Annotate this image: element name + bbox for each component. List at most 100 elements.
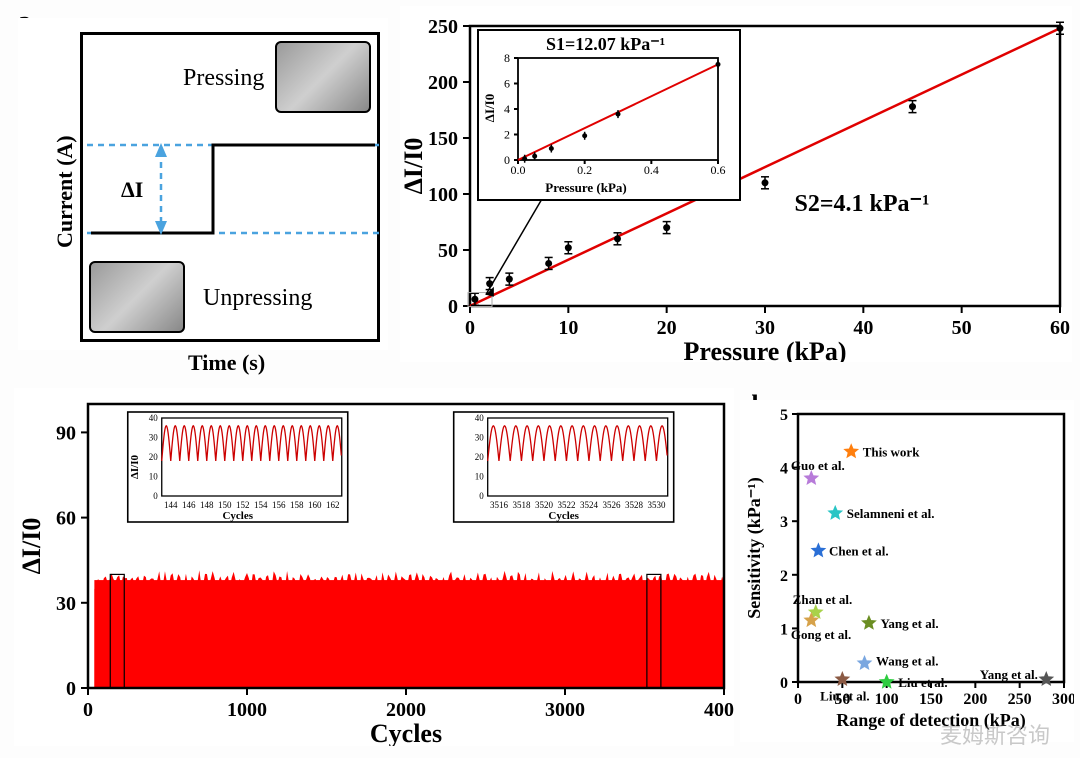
pressing-text: Pressing — [183, 65, 264, 92]
panel-a: ΔI Pressing Unpressing Current (A) Time … — [18, 18, 388, 350]
svg-text:30: 30 — [56, 593, 76, 615]
svg-text:250: 250 — [1008, 691, 1032, 708]
svg-text:250: 250 — [428, 16, 458, 38]
svg-text:300: 300 — [1052, 691, 1074, 708]
svg-text:3524: 3524 — [580, 500, 599, 510]
svg-text:40: 40 — [149, 413, 159, 423]
svg-text:ΔI/I0: ΔI/I0 — [129, 454, 141, 479]
svg-text:0: 0 — [448, 296, 458, 318]
svg-text:2: 2 — [504, 128, 510, 142]
svg-text:0: 0 — [153, 491, 158, 501]
svg-text:6: 6 — [504, 77, 510, 91]
svg-text:Cycles: Cycles — [370, 719, 442, 746]
svg-text:3518: 3518 — [512, 500, 531, 510]
svg-text:150: 150 — [919, 691, 943, 708]
svg-text:0: 0 — [66, 678, 76, 700]
svg-text:10: 10 — [558, 317, 578, 339]
svg-text:3528: 3528 — [625, 500, 644, 510]
svg-text:10: 10 — [475, 472, 485, 482]
panel-b: 0102030405060050100150200250Pressure (kP… — [400, 6, 1072, 362]
panel-c: 010002000300040000306090CyclesΔI/I014414… — [14, 388, 734, 746]
svg-text:ΔI/I0: ΔI/I0 — [482, 94, 497, 122]
svg-text:152: 152 — [236, 500, 250, 510]
svg-text:50: 50 — [952, 317, 972, 339]
svg-text:0: 0 — [780, 675, 788, 692]
svg-text:3530: 3530 — [647, 500, 666, 510]
svg-text:S2=4.1 kPa⁻¹: S2=4.1 kPa⁻¹ — [795, 191, 930, 217]
svg-text:20: 20 — [475, 452, 485, 462]
svg-text:Cycles: Cycles — [548, 510, 579, 522]
svg-text:Selamneni et al.: Selamneni et al. — [847, 506, 935, 521]
svg-text:0: 0 — [465, 317, 475, 339]
svg-text:0.0: 0.0 — [511, 163, 526, 177]
svg-text:30: 30 — [149, 433, 159, 443]
svg-text:3000: 3000 — [545, 699, 585, 721]
svg-text:3520: 3520 — [535, 500, 554, 510]
svg-text:3: 3 — [780, 514, 788, 531]
svg-text:8: 8 — [504, 51, 510, 65]
svg-text:1: 1 — [780, 621, 788, 638]
panel-a-frame: ΔI Pressing Unpressing — [80, 32, 380, 342]
svg-text:Liu et al.: Liu et al. — [898, 675, 947, 690]
svg-text:0: 0 — [504, 153, 510, 167]
svg-text:10: 10 — [149, 472, 159, 482]
svg-text:2000: 2000 — [386, 699, 426, 721]
svg-text:200: 200 — [963, 691, 987, 708]
svg-text:0.6: 0.6 — [711, 163, 726, 177]
panel-c-svg: 010002000300040000306090CyclesΔI/I014414… — [14, 388, 734, 746]
svg-text:0.2: 0.2 — [577, 163, 592, 177]
svg-text:160: 160 — [308, 500, 322, 510]
svg-text:Gong et al.: Gong et al. — [791, 627, 851, 642]
svg-text:40: 40 — [853, 317, 873, 339]
svg-text:3522: 3522 — [557, 500, 575, 510]
svg-text:146: 146 — [182, 500, 196, 510]
svg-text:60: 60 — [1050, 317, 1070, 339]
svg-text:3516: 3516 — [490, 500, 509, 510]
svg-text:60: 60 — [56, 508, 76, 530]
svg-text:Cycles: Cycles — [222, 510, 253, 522]
svg-text:50: 50 — [438, 240, 458, 262]
svg-text:20: 20 — [149, 452, 159, 462]
svg-text:Yang et al.: Yang et al. — [880, 616, 938, 631]
svg-text:3526: 3526 — [602, 500, 621, 510]
svg-text:100: 100 — [428, 184, 458, 206]
svg-text:Wang et al.: Wang et al. — [876, 654, 938, 669]
svg-text:0.4: 0.4 — [644, 163, 659, 177]
photo-unpressing — [89, 261, 185, 333]
svg-text:90: 90 — [56, 422, 76, 444]
svg-text:0: 0 — [83, 699, 93, 721]
svg-text:156: 156 — [272, 500, 286, 510]
photo-pressing — [275, 41, 371, 113]
svg-text:Chen et al.: Chen et al. — [829, 544, 889, 559]
svg-text:1000: 1000 — [227, 699, 267, 721]
panel-d: 050100150200250300012345Range of detecti… — [740, 400, 1074, 742]
svg-text:Guo et al.: Guo et al. — [791, 458, 845, 473]
svg-text:150: 150 — [428, 128, 458, 150]
unpressing-text: Unpressing — [203, 285, 312, 312]
svg-text:Zhan et al.: Zhan et al. — [793, 592, 853, 607]
svg-text:S1=12.07 kPa⁻¹: S1=12.07 kPa⁻¹ — [546, 34, 665, 54]
svg-text:4: 4 — [780, 461, 788, 478]
svg-text:200: 200 — [428, 72, 458, 94]
watermark: 麦姆斯咨询 — [940, 718, 1050, 750]
svg-text:150: 150 — [218, 500, 232, 510]
svg-text:154: 154 — [254, 500, 268, 510]
svg-text:ΔI/I0: ΔI/I0 — [400, 138, 428, 195]
svg-text:148: 148 — [200, 500, 214, 510]
svg-text:4000: 4000 — [704, 699, 734, 721]
svg-text:40: 40 — [475, 413, 485, 423]
svg-text:0: 0 — [794, 691, 802, 708]
svg-text:100: 100 — [875, 691, 899, 708]
panel-d-svg: 050100150200250300012345Range of detecti… — [740, 400, 1074, 742]
panel-b-svg: 0102030405060050100150200250Pressure (kP… — [400, 6, 1072, 362]
svg-text:4: 4 — [504, 102, 510, 116]
svg-text:144: 144 — [164, 500, 178, 510]
svg-text:2: 2 — [780, 568, 788, 585]
svg-text:Pressure (kPa): Pressure (kPa) — [684, 337, 847, 362]
svg-text:30: 30 — [475, 433, 485, 443]
svg-text:Yang et al.: Yang et al. — [980, 667, 1038, 682]
svg-text:This work: This work — [863, 445, 920, 460]
svg-text:0: 0 — [479, 491, 484, 501]
panel-a-xlabel: Time (s) — [188, 350, 265, 376]
svg-text:20: 20 — [657, 317, 677, 339]
